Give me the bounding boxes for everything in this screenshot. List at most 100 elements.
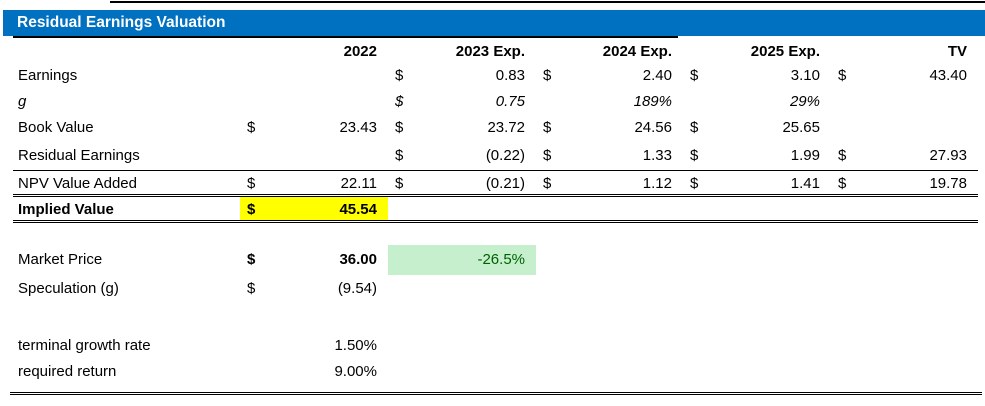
row-residual-earnings: Residual Earnings $ (0.22) $1.33 $1.99 $2… — [13, 141, 978, 171]
cell-required-return[interactable]: 9.00% — [334, 363, 377, 380]
cell-empty[interactable] — [831, 245, 978, 275]
title-underline — [13, 36, 678, 38]
cell-value: 43.40 — [929, 67, 967, 84]
cell-earnings-2024[interactable]: $2.40 — [536, 63, 683, 89]
cell-earnings-tv[interactable]: $43.40 — [831, 63, 978, 89]
cell-g-2022[interactable] — [240, 89, 388, 115]
cell-empty[interactable] — [536, 245, 683, 275]
dollar-sign: $ — [395, 93, 404, 110]
column-header-tv: TV — [947, 43, 967, 60]
cell-npv-tv[interactable]: $19.78 — [831, 171, 978, 194]
dollar-sign: $ — [543, 67, 552, 84]
cell-empty[interactable] — [536, 197, 683, 220]
column-header-row: 2022 2023 Exp. 2024 Exp. 2025 Exp. TV — [13, 40, 978, 63]
cell-earnings-2022[interactable] — [240, 63, 388, 89]
cell-price-premium[interactable]: -26.5% — [388, 245, 536, 275]
row-label-residual-earnings: Residual Earnings — [18, 147, 140, 164]
dollar-sign: $ — [690, 147, 699, 164]
cell-empty[interactable] — [831, 359, 978, 385]
cell-value: (0.22) — [485, 147, 525, 164]
cell-re-2025[interactable]: $1.99 — [683, 141, 831, 170]
cell-empty[interactable] — [683, 197, 831, 220]
row-label-terminal-growth-rate: terminal growth rate — [18, 337, 151, 354]
cell-re-2023[interactable]: $ (0.22) — [388, 141, 536, 170]
cell-re-tv[interactable]: $27.93 — [831, 141, 978, 170]
cell-value: 25.65 — [782, 119, 820, 136]
cell-value: (0.21) — [485, 175, 525, 192]
cell-g-2025[interactable]: 29% — [789, 93, 820, 110]
dollar-sign: $ — [543, 147, 552, 164]
row-market-price: Market Price $36.00 -26.5% — [13, 245, 978, 275]
cell-empty[interactable] — [831, 333, 978, 359]
sheet-bottom-double-rule — [10, 392, 982, 395]
cell-empty[interactable] — [388, 359, 536, 385]
cell-g-2023[interactable]: $0.75 — [388, 89, 536, 115]
dollar-sign: $ — [395, 147, 404, 164]
cell-earnings-2025[interactable]: $3.10 — [683, 63, 831, 89]
cell-value: 3.10 — [790, 67, 820, 84]
header-spacer — [13, 40, 240, 63]
cell-npv-2024[interactable]: $1.12 — [536, 171, 683, 194]
row-label-required-return: required return — [18, 363, 117, 380]
cell-value: 0.83 — [495, 67, 525, 84]
cell-empty[interactable] — [683, 275, 831, 303]
cell-re-2024[interactable]: $1.33 — [536, 141, 683, 170]
dollar-sign: $ — [690, 67, 699, 84]
cell-market-price-2022[interactable]: $36.00 — [240, 245, 388, 275]
cell-book-tv[interactable] — [831, 115, 978, 141]
dollar-sign: $ — [395, 67, 404, 84]
column-header-2022: 2022 — [343, 43, 377, 60]
cell-npv-2025[interactable]: $1.41 — [683, 171, 831, 194]
section-title: Residual Earnings Valuation — [17, 14, 226, 31]
cell-value: 23.72 — [487, 119, 525, 136]
cell-g-2024[interactable]: 189% — [633, 93, 672, 110]
cell-value: 1.41 — [790, 175, 820, 192]
row-terminal-growth-rate: terminal growth rate 1.50% — [13, 333, 978, 359]
cell-empty[interactable] — [388, 333, 536, 359]
row-speculation: Speculation (g) $ (9.54) — [13, 275, 978, 303]
row-label-book-value: Book Value — [18, 119, 94, 136]
cell-value: 1.99 — [790, 147, 820, 164]
cell-g-tv[interactable] — [831, 89, 978, 115]
cell-book-2022[interactable]: $23.43 — [240, 115, 388, 141]
cell-earnings-2023[interactable]: $0.83 — [388, 63, 536, 89]
row-growth-g: g $0.75 189% 29% — [13, 89, 978, 115]
cell-value: 24.56 — [634, 119, 672, 136]
cell-value: 45.54 — [339, 201, 377, 218]
dollar-sign: $ — [247, 119, 256, 136]
cell-speculation-2022[interactable]: $ (9.54) — [240, 275, 388, 303]
cell-empty[interactable] — [536, 333, 683, 359]
cell-npv-2022[interactable]: $22.11 — [240, 171, 388, 194]
dollar-sign: $ — [838, 147, 847, 164]
cell-empty[interactable] — [536, 275, 683, 303]
cell-empty[interactable] — [683, 245, 831, 275]
column-header-2023: 2023 Exp. — [455, 43, 525, 60]
cell-empty[interactable] — [388, 275, 536, 303]
row-label-speculation: Speculation (g) — [18, 280, 119, 297]
dollar-sign: $ — [838, 175, 847, 192]
cell-empty[interactable] — [683, 359, 831, 385]
cell-implied-value-2022[interactable]: $45.54 — [240, 197, 388, 220]
row-earnings: Earnings $0.83 $2.40 $3.10 $43.40 — [13, 63, 978, 89]
cell-empty[interactable] — [831, 197, 978, 220]
dollar-sign: $ — [690, 175, 699, 192]
cell-book-2025[interactable]: $25.65 — [683, 115, 831, 141]
cell-empty[interactable] — [683, 333, 831, 359]
cell-npv-2023[interactable]: $ (0.21) — [388, 171, 536, 194]
row-spacer — [13, 223, 978, 245]
dollar-sign: $ — [247, 175, 256, 192]
cell-value: (9.54) — [337, 280, 377, 297]
cell-value: 0.75 — [495, 93, 525, 110]
cell-book-2024[interactable]: $24.56 — [536, 115, 683, 141]
cell-book-2023[interactable]: $23.72 — [388, 115, 536, 141]
cell-empty[interactable] — [388, 197, 536, 220]
cell-terminal-growth-rate[interactable]: 1.50% — [334, 337, 377, 354]
cell-empty[interactable] — [536, 359, 683, 385]
cell-empty[interactable] — [831, 275, 978, 303]
valuation-table: 2022 2023 Exp. 2024 Exp. 2025 Exp. TV Ea… — [13, 40, 978, 385]
cell-re-2022[interactable] — [240, 141, 388, 170]
dollar-sign: $ — [838, 67, 847, 84]
row-npv-value-added: NPV Value Added $22.11 $ (0.21) $1.12 $1.… — [13, 171, 978, 197]
dollar-sign: $ — [543, 119, 552, 136]
cell-value: 1.12 — [642, 175, 672, 192]
